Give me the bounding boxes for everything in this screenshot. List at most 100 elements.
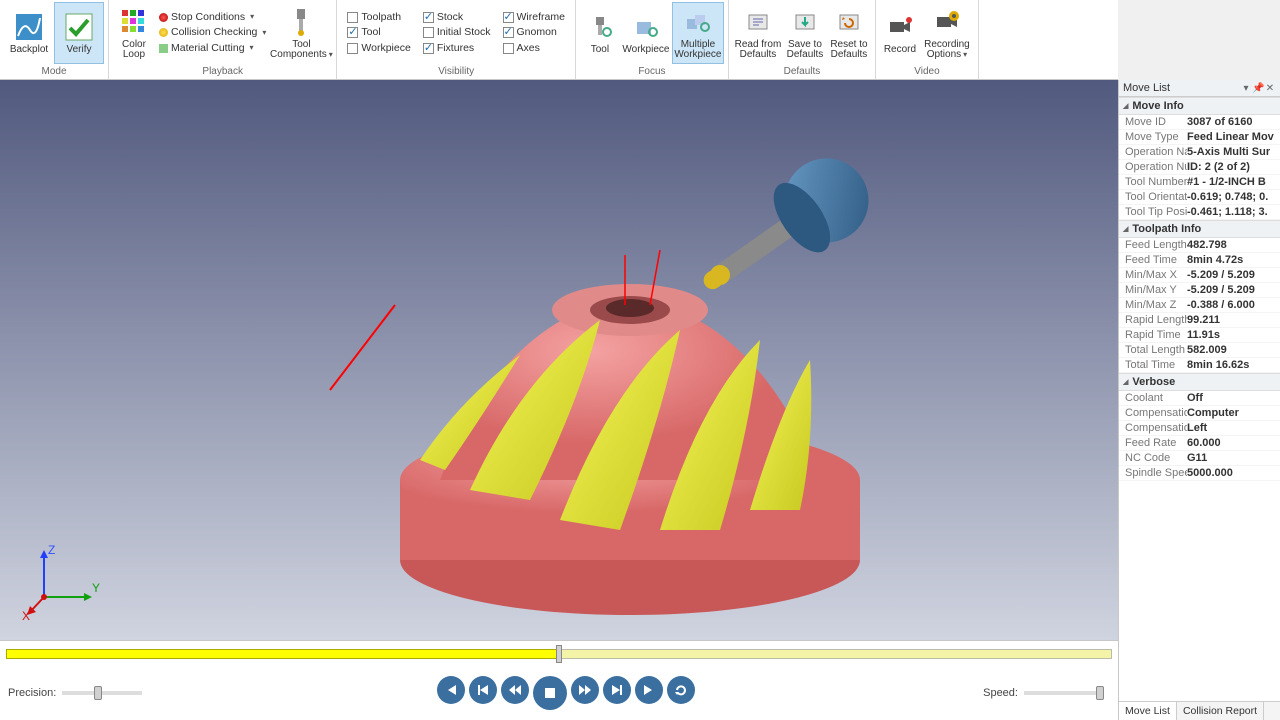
timeline[interactable] [6,645,1112,663]
ribbon: Backplot Verify Mode Col [0,0,1118,80]
collision-checking-button[interactable]: Collision Checking [159,26,266,40]
panel-close-icon[interactable]: ✕ [1264,83,1276,94]
stock-checkbox[interactable]: Stock [423,11,491,25]
prop-value: 11.91s [1187,329,1280,341]
stop-conditions-button[interactable]: Stop Conditions [159,11,266,25]
prop-row: Tool Tip Positi-0.461; 1.118; 3. [1119,205,1280,220]
record-button[interactable]: Record [880,2,920,64]
group-label-playback: Playback [109,66,336,79]
step-back-button[interactable] [469,676,497,704]
prop-row: Operation NuID: 2 (2 of 2) [1119,160,1280,175]
save-defaults-button[interactable]: Save to Defaults [783,2,827,64]
tool-checkbox[interactable]: Tool [347,26,410,40]
fixtures-checkbox[interactable]: Fixtures [423,42,491,56]
prop-key: Rapid Length [1119,314,1187,326]
axes-checkbox[interactable]: Axes [503,42,565,56]
reset-defaults-label: Reset to Defaults [830,40,867,61]
focus-multiple-workpiece-button[interactable]: Multiple Workpiece [672,2,724,64]
section-verbose[interactable]: Verbose [1119,373,1280,391]
verify-button[interactable]: Verify [54,2,104,64]
ribbon-group-focus: Tool Workpiece Multiple Workpiece Focus [576,0,729,79]
material-cutting-button[interactable]: Material Cutting [159,42,266,56]
gnomon-checkbox[interactable]: Gnomon [503,26,565,40]
reset-defaults-icon [833,6,865,38]
backplot-icon [13,11,45,43]
fastforward-button[interactable] [571,676,599,704]
timeline-thumb[interactable] [556,645,562,663]
recording-options-button[interactable]: Recording Options [920,2,974,64]
prop-value: ID: 2 (2 of 2) [1187,161,1280,173]
prop-value: 99.211 [1187,314,1280,326]
timeline-fill [6,649,559,659]
panel-pin-icon[interactable]: 📌 [1252,83,1264,94]
prop-row: Min/Max X-5.209 / 5.209 [1119,268,1280,283]
prop-value: -0.388 / 6.000 [1187,299,1280,311]
step-forward-button[interactable] [603,676,631,704]
speed-slider[interactable] [1024,691,1104,695]
rewind-button[interactable] [501,676,529,704]
prop-row: Feed Rate60.000 [1119,436,1280,451]
go-end-button[interactable] [635,676,663,704]
prop-key: Tool Orientati [1119,191,1187,203]
panel-title: Move List [1123,82,1170,94]
section-move_info[interactable]: Move Info [1119,97,1280,115]
prop-value: 3087 of 6160 [1187,116,1280,128]
focus-multi-label: Multiple Workpiece [674,40,721,61]
recording-options-icon [931,6,963,38]
focus-workpiece-icon [630,11,662,43]
go-start-button[interactable] [437,676,465,704]
prop-value: -5.209 / 5.209 [1187,269,1280,281]
loop-button[interactable] [667,676,695,704]
prop-row: Move TypeFeed Linear Mov [1119,130,1280,145]
prop-value: 5000.000 [1187,467,1280,479]
workpiece-checkbox[interactable]: Workpiece [347,42,410,56]
prop-value: 8min 16.62s [1187,359,1280,371]
playback-options: Stop Conditions Collision Checking Mater… [155,2,270,64]
tool-components-label: Tool Components [270,40,333,61]
verify-label: Verify [66,45,91,56]
tool-components-button[interactable]: Tool Components [270,2,332,64]
wireframe-checkbox[interactable]: Wireframe [503,11,565,25]
focus-tool-button[interactable]: Tool [580,2,620,64]
tab-move-list[interactable]: Move List [1119,702,1177,720]
save-defaults-label: Save to Defaults [787,40,824,61]
focus-workpiece-button[interactable]: Workpiece [620,2,672,64]
ribbon-group-mode: Backplot Verify Mode [0,0,109,79]
colorloop-icon [118,6,150,38]
prop-row: Rapid Length99.211 [1119,313,1280,328]
move-list-panel: Move List ▾ 📌 ✕ Move InfoMove ID3087 of … [1118,80,1280,720]
prop-key: Total Time [1119,359,1187,371]
initialstock-checkbox[interactable]: Initial Stock [423,26,491,40]
prop-row: Total Length582.009 [1119,343,1280,358]
playback-bar: Precision: Speed: [0,640,1118,720]
tool-components-icon [285,6,317,38]
panel-dropdown-icon[interactable]: ▾ [1240,83,1252,94]
prop-key: Operation Nu [1119,161,1187,173]
toolpath-checkbox[interactable]: Toolpath [347,11,410,25]
tab-collision-report[interactable]: Collision Report [1177,702,1264,720]
axis-gizmo: Z Y X [22,542,102,622]
prop-value: Off [1187,392,1280,404]
prop-row: Feed Length482.798 [1119,238,1280,253]
prop-row: CompensationLeft [1119,421,1280,436]
precision-slider[interactable] [62,691,142,695]
material-icon [159,44,168,53]
viewport-3d[interactable]: Z Y X [0,80,1118,640]
reset-defaults-button[interactable]: Reset to Defaults [827,2,871,64]
prop-key: Move ID [1119,116,1187,128]
backplot-button[interactable]: Backplot [4,2,54,64]
colorloop-label: Color Loop [122,40,146,61]
ribbon-group-defaults: Read from Defaults Save to Defaults Rese… [729,0,876,79]
prop-row: CompensationComputer [1119,406,1280,421]
prop-value: Left [1187,422,1280,434]
section-toolpath_info[interactable]: Toolpath Info [1119,220,1280,238]
prop-key: Feed Rate [1119,437,1187,449]
stop-button[interactable] [533,676,567,710]
colorloop-button[interactable]: Color Loop [113,2,155,64]
read-defaults-button[interactable]: Read from Defaults [733,2,783,64]
recording-options-label: Recording Options [924,40,970,61]
prop-value: G11 [1187,452,1280,464]
prop-value: #1 - 1/2-INCH B [1187,176,1280,188]
collision-icon [159,28,168,37]
stop-icon [159,13,168,22]
